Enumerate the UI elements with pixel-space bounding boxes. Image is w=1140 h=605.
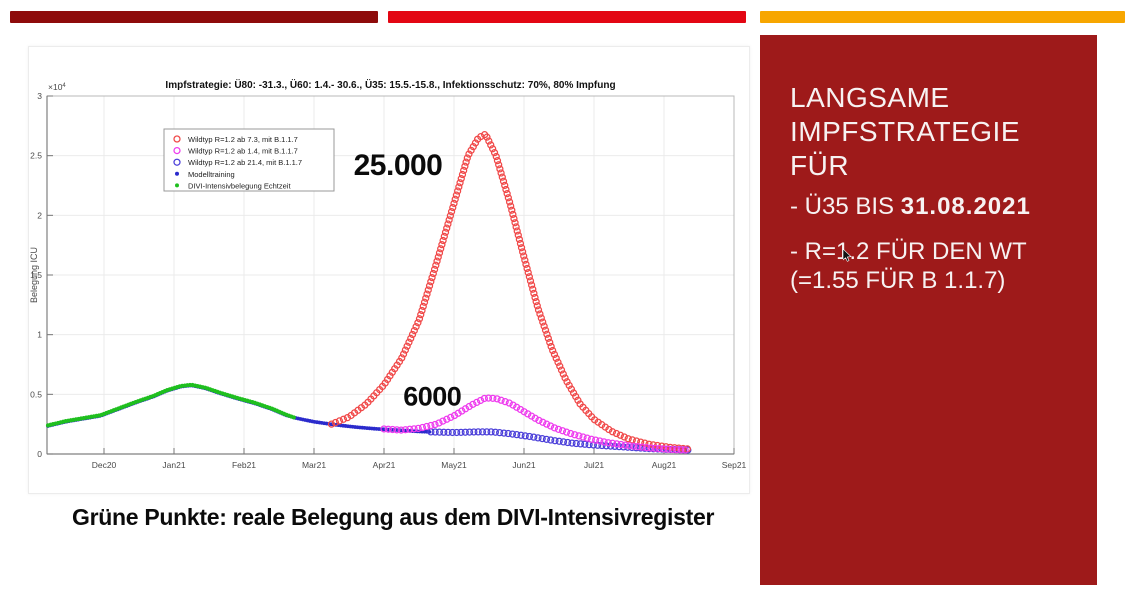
sidebar-panel: LANGSAME IMPFSTRATEGIE FÜR - Ü35 BIS 31.… bbox=[760, 35, 1097, 585]
top-bar-red bbox=[388, 11, 746, 23]
svg-text:Wildtyp R=1.2 ab 21.4, mit B.1: Wildtyp R=1.2 ab 21.4, mit B.1.1.7 bbox=[188, 158, 302, 167]
svg-text:May21: May21 bbox=[441, 460, 467, 470]
svg-text:Modelltraining: Modelltraining bbox=[188, 170, 235, 179]
svg-text:1: 1 bbox=[37, 330, 42, 340]
chart-caption: Grüne Punkte: reale Belegung aus dem DIV… bbox=[72, 504, 715, 530]
sidebar-title-line: LANGSAME bbox=[790, 82, 950, 113]
svg-text:2: 2 bbox=[37, 210, 42, 220]
sidebar-bullet-r-value: - R=1.2 FÜR DEN WT bbox=[790, 238, 1027, 265]
svg-text:1.5: 1.5 bbox=[30, 270, 42, 280]
svg-text:3: 3 bbox=[37, 91, 42, 101]
legend: Wildtyp R=1.2 ab 7.3, mit B.1.1.7 Wildtyp… bbox=[163, 128, 335, 192]
svg-text:Sep21: Sep21 bbox=[722, 460, 747, 470]
svg-text:2.5: 2.5 bbox=[30, 151, 42, 161]
svg-text:Jul21: Jul21 bbox=[584, 460, 605, 470]
y-axis: 0 0.5 1 1.5 2 2.5 3 bbox=[30, 91, 53, 459]
mouse-cursor bbox=[843, 249, 852, 262]
annotation-25.000: 25.000 bbox=[354, 149, 443, 182]
series-divi-intensivbelegung-echtzeit bbox=[45, 382, 296, 428]
chart-figure: Dec20 Jan21 Feb21 Mar21 Apr21 May21 Jun21 Jul21… bbox=[28, 46, 750, 494]
y-axis-label: Belegung ICU bbox=[29, 247, 39, 303]
svg-text:Jan21: Jan21 bbox=[162, 460, 185, 470]
svg-text:Mar21: Mar21 bbox=[302, 460, 326, 470]
y-axis-multiplier: ×104 bbox=[48, 82, 66, 92]
sidebar-title: LANGSAME IMPFSTRATEGIE FÜR bbox=[790, 81, 1079, 183]
sidebar-bullet-date: - Ü35 BIS 31.08.2021 bbox=[790, 193, 1031, 220]
icu-projection-chart: Dec20 Jan21 Feb21 Mar21 Apr21 May21 Jun21 Jul21… bbox=[29, 47, 749, 493]
svg-text:0.5: 0.5 bbox=[30, 389, 42, 399]
svg-text:Jun21: Jun21 bbox=[512, 460, 535, 470]
series-wildtyp-r-1-2-ab-7-3-mit-b-1-1-7 bbox=[327, 131, 692, 453]
top-bar-dark-red bbox=[10, 11, 378, 23]
svg-text:Wildtyp R=1.2 ab 1.4, mit B.1.: Wildtyp R=1.2 ab 1.4, mit B.1.1.7 bbox=[188, 147, 298, 156]
svg-text:Feb21: Feb21 bbox=[232, 460, 256, 470]
chart-title: Impfstrategie: Ü80: -31.3., Ü60: 1.4.- 3… bbox=[165, 78, 615, 91]
svg-text:DIVI-Intensivbelegung Echtzeit: DIVI-Intensivbelegung Echtzeit bbox=[188, 181, 291, 190]
svg-text:Aug21: Aug21 bbox=[652, 460, 677, 470]
svg-text:Dec20: Dec20 bbox=[92, 460, 117, 470]
sidebar-title-line: FÜR bbox=[790, 150, 850, 181]
x-axis: Dec20 Jan21 Feb21 Mar21 Apr21 May21 Jun21 Jul21… bbox=[92, 448, 747, 470]
annotation-6000: 6000 bbox=[403, 382, 461, 412]
svg-text:Wildtyp R=1.2 ab 7.3, mit B.1.: Wildtyp R=1.2 ab 7.3, mit B.1.1.7 bbox=[188, 135, 298, 144]
top-bar-orange bbox=[760, 11, 1125, 23]
svg-text:Apr21: Apr21 bbox=[373, 460, 396, 470]
sidebar-title-line: IMPFSTRATEGIE bbox=[790, 116, 1020, 147]
series-wildtyp-r-1-2-ab-1-4-mit-b-1-1-7 bbox=[380, 394, 689, 454]
svg-text:0: 0 bbox=[37, 449, 42, 459]
sidebar-bullet-b117: (=1.55 FÜR B 1.1.7) bbox=[790, 267, 1006, 294]
